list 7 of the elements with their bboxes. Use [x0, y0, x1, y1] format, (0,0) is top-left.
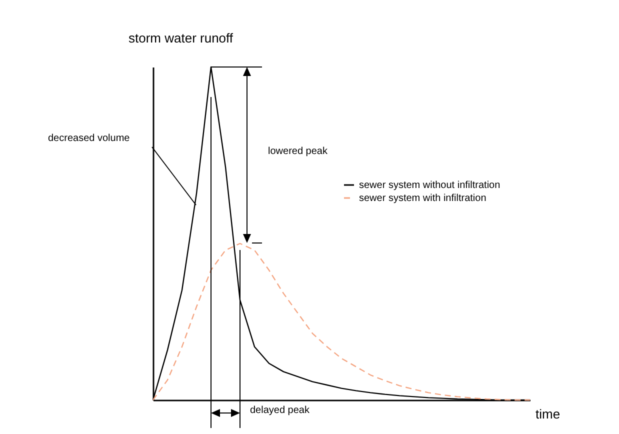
legend-label: sewer system with infiltration: [359, 193, 486, 204]
x-axis-title: time: [536, 406, 560, 422]
legend-label: sewer system without infiltration: [359, 180, 500, 191]
y-axis-title: storm water runoff: [128, 30, 234, 46]
text: decreased volume: [48, 133, 130, 144]
annotation: lowered peak: [268, 146, 328, 157]
text: delayed peak: [250, 405, 310, 416]
